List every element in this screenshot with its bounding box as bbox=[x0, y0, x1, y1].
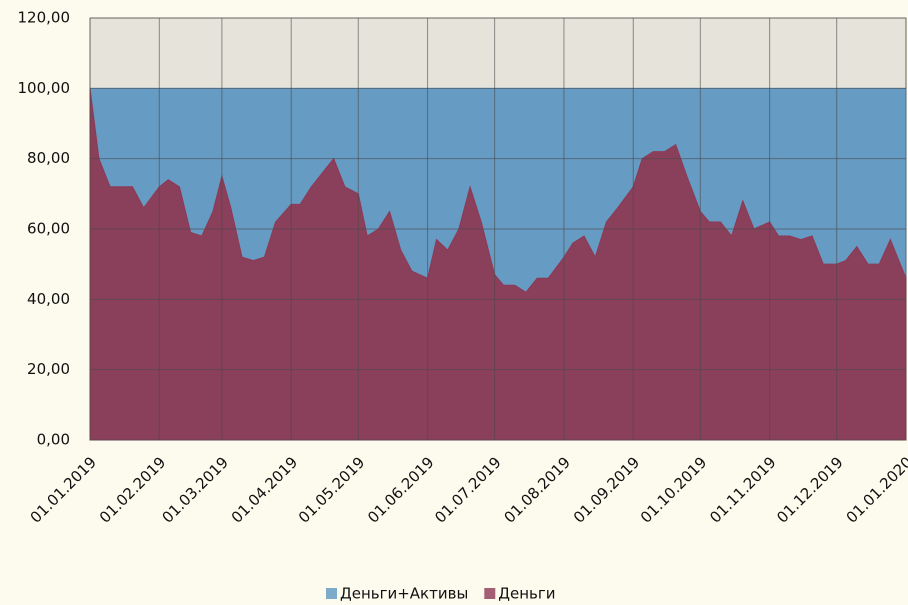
x-tick-label: 01.01.2020 bbox=[843, 453, 908, 526]
y-tick-label: 20,00 bbox=[27, 360, 70, 378]
legend-label: Деньги+Активы bbox=[340, 585, 468, 603]
y-tick-label: 120,00 bbox=[18, 9, 71, 27]
y-tick-label: 60,00 bbox=[27, 220, 70, 238]
x-tick-label: 01.01.2019 bbox=[27, 453, 100, 526]
x-tick-label: 01.07.2019 bbox=[431, 453, 504, 526]
area bbox=[89, 88, 907, 441]
x-tick-label: 01.08.2019 bbox=[500, 453, 573, 526]
y-tick-label: 80,00 bbox=[27, 149, 70, 167]
x-tick-label: 01.10.2019 bbox=[637, 453, 710, 526]
y-tick-label: 100,00 bbox=[18, 79, 71, 97]
x-tick-label: 01.05.2019 bbox=[295, 453, 368, 526]
legend-label: Деньги bbox=[498, 585, 555, 603]
legend-swatch bbox=[484, 588, 496, 599]
x-tick-label: 01.06.2019 bbox=[364, 453, 437, 526]
x-tick-label: 01.02.2019 bbox=[96, 453, 169, 526]
x-tick-label: 01.03.2019 bbox=[158, 453, 231, 526]
legend-swatch bbox=[326, 588, 337, 599]
x-tick-label: 01.11.2019 bbox=[706, 453, 779, 526]
y-tick-label: 0,00 bbox=[37, 431, 70, 449]
y-tick-label: 40,00 bbox=[27, 290, 70, 308]
x-tick-label: 01.12.2019 bbox=[773, 453, 846, 526]
x-tick-label: 01.04.2019 bbox=[228, 453, 301, 526]
x-tick-label: 01.09.2019 bbox=[570, 453, 643, 526]
